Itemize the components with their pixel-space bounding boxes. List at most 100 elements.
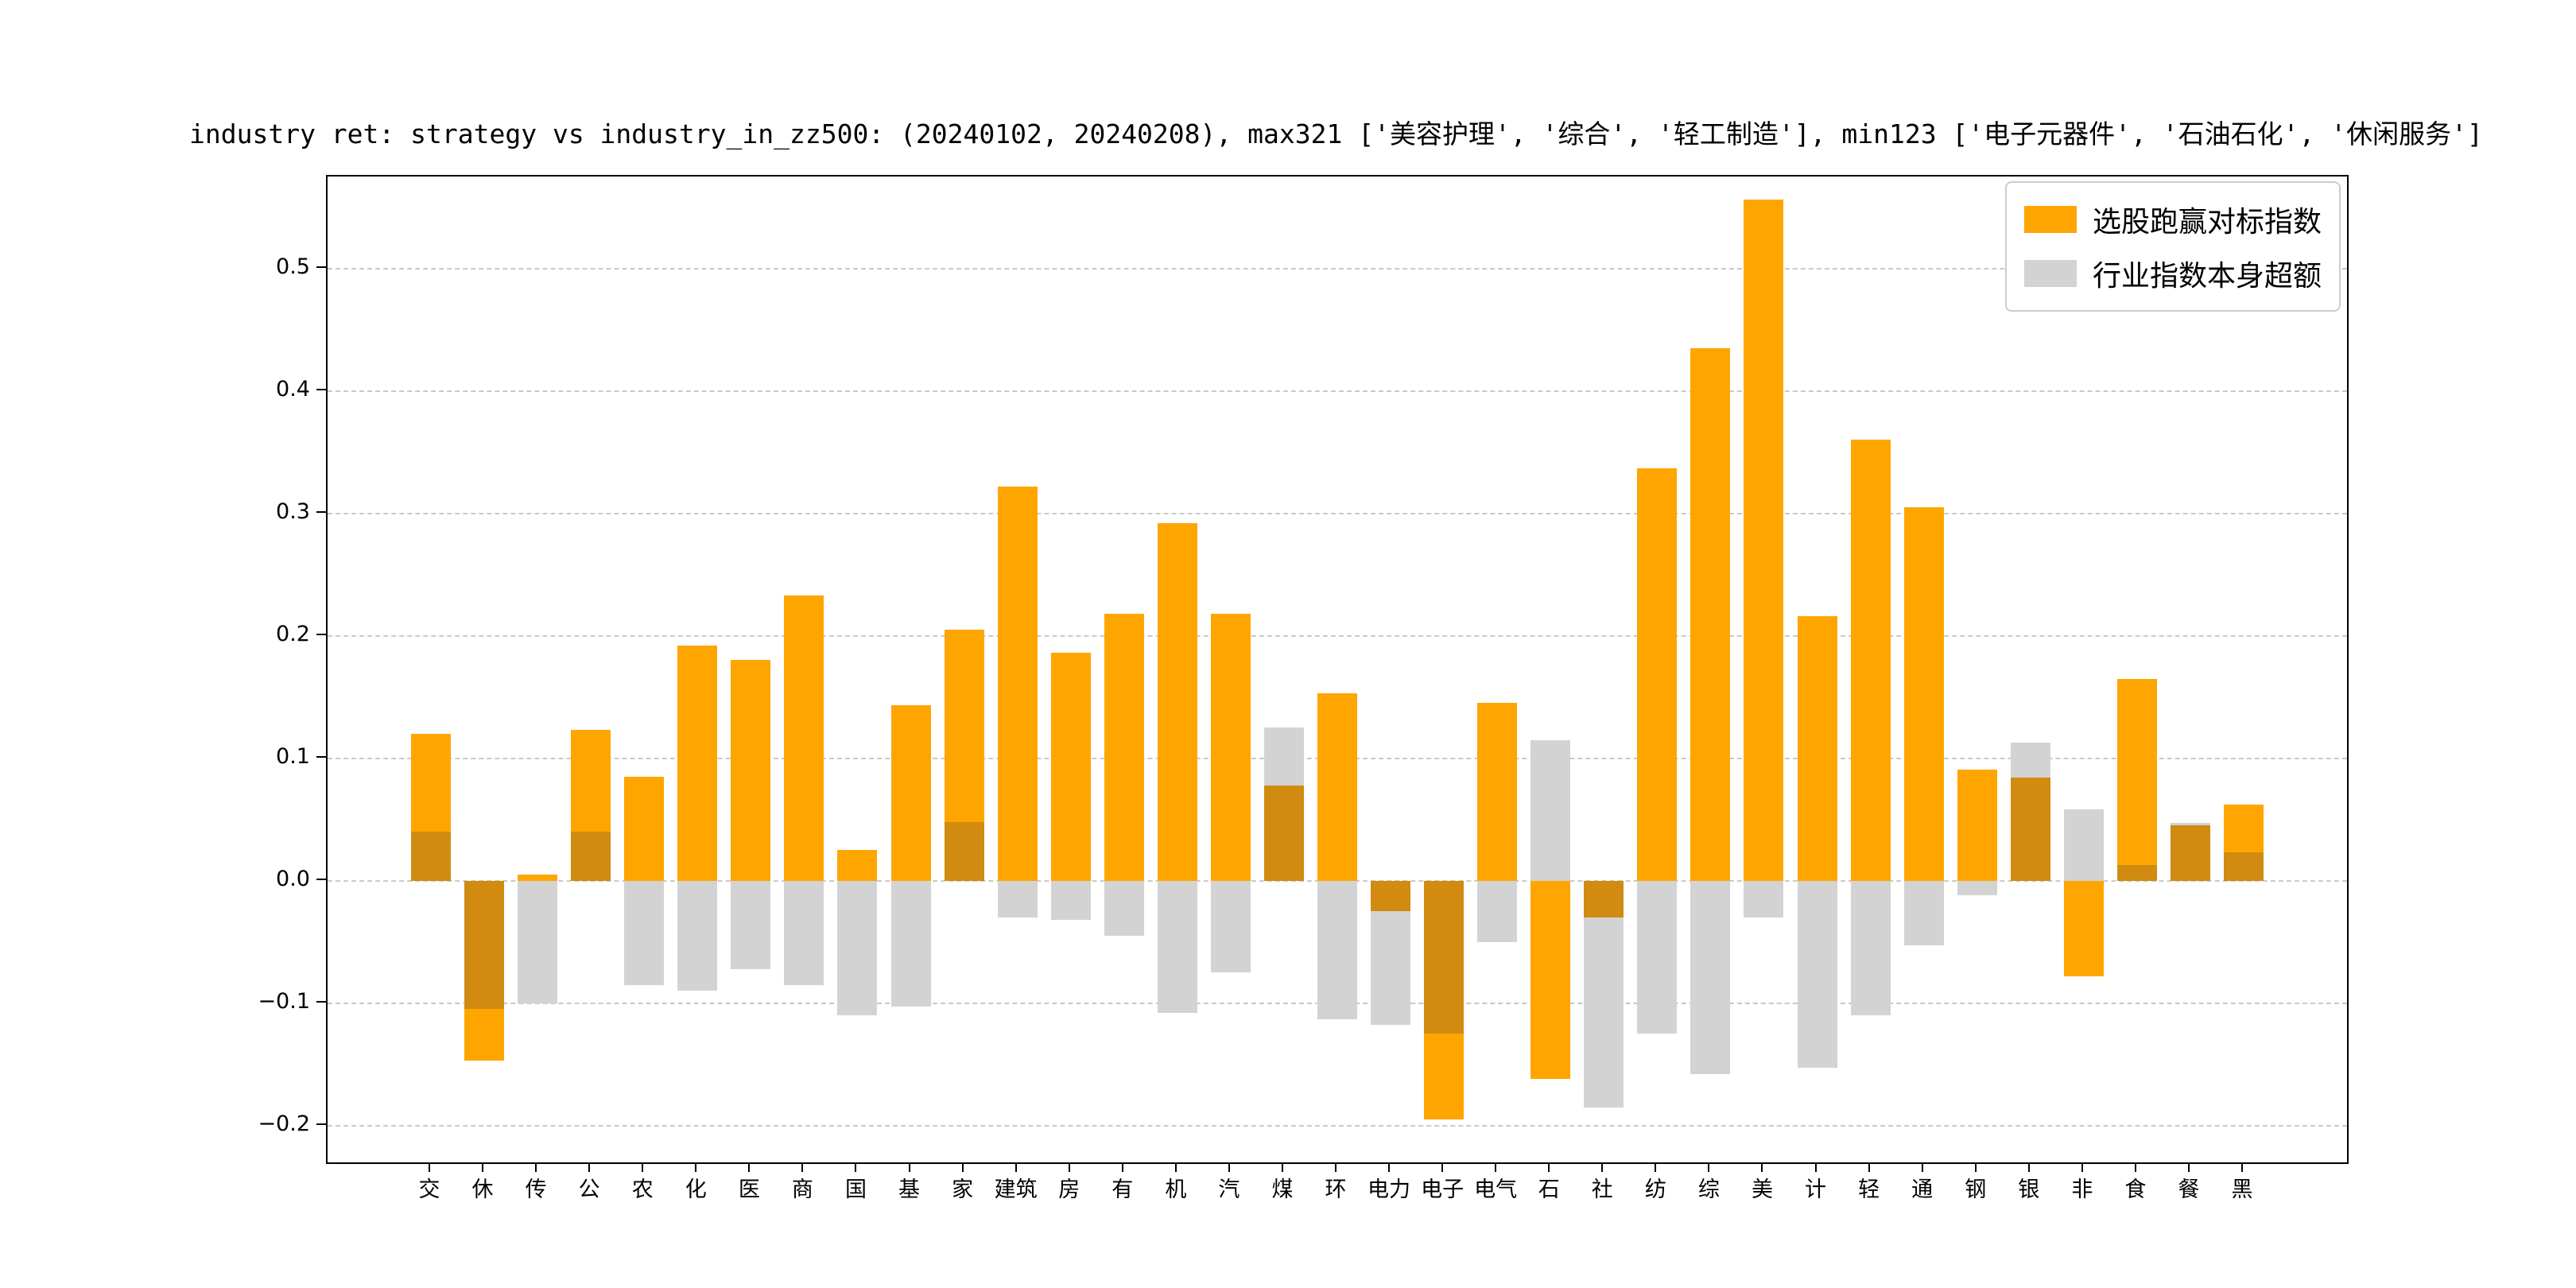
gridline [328,390,2347,392]
x-tick-label: 建筑 [994,1177,1038,1202]
legend-label: 选股跑赢对标指数 [2092,206,2322,239]
gridline [328,267,2347,270]
x-tick-label: 国 [844,1177,867,1202]
bar-industry-餐 [2170,823,2210,826]
x-tick-mark [1228,1162,1230,1172]
x-tick-label: 农 [631,1177,654,1202]
x-tick-label: 轻 [1858,1177,1880,1202]
bar-industry-钢 [1957,880,1997,896]
x-tick-label: 综 [1697,1177,1720,1202]
bar-industry-通 [1903,880,1944,946]
bar-strategy-轻 [1850,440,1891,881]
y-tick-mark [316,510,326,513]
legend-color-patch [2023,260,2077,287]
bar-strategy-黑 [2224,805,2264,853]
bar-industry-商 [784,880,824,985]
bar-overlap-社 [1584,880,1624,918]
bar-industry-轻 [1850,880,1891,1016]
y-tick-label: −0.2 [258,1111,310,1136]
x-tick-label: 石 [1538,1177,1560,1202]
x-tick-mark [429,1162,430,1172]
bar-strategy-纺 [1637,467,1678,881]
x-tick-mark [482,1162,484,1172]
y-tick-mark [316,388,326,390]
bar-industry-建筑 [997,880,1038,918]
x-tick-mark [1974,1162,1977,1172]
bar-strategy-传 [518,875,558,881]
x-tick-label: 环 [1325,1177,1347,1202]
bar-strategy-家 [944,629,984,822]
bar-industry-计 [1797,880,1837,1069]
x-tick-mark [908,1162,910,1172]
bar-strategy-农 [624,776,665,881]
bar-strategy-通 [1903,506,1944,881]
bar-strategy-钢 [1957,769,1997,881]
x-tick-mark [2027,1162,2030,1172]
x-tick-label: 房 [1058,1177,1080,1202]
y-tick-mark [316,1123,326,1125]
x-tick-mark [1388,1162,1391,1172]
x-tick-label: 公 [578,1177,600,1202]
x-tick-label: 电子 [1421,1177,1465,1202]
x-tick-label: 电气 [1474,1177,1518,1202]
x-tick-mark [1655,1162,1657,1172]
x-tick-mark [748,1162,751,1172]
x-tick-mark [2134,1162,2136,1172]
x-tick-mark [1014,1162,1017,1172]
bar-overlap-电力 [1371,880,1411,912]
bar-industry-传 [518,880,558,1003]
bar-overlap-黑 [2224,852,2264,881]
x-tick-label: 纺 [1644,1177,1666,1202]
bar-industry-环 [1317,880,1357,1019]
x-tick-mark [1281,1162,1283,1172]
bar-strategy-有 [1104,613,1144,881]
bar-strategy-基 [890,705,931,881]
bar-industry-国 [837,880,878,1016]
y-tick-mark [316,266,326,268]
x-tick-mark [1441,1162,1444,1172]
x-tick-label: 非 [2071,1177,2093,1202]
y-tick-mark [316,878,326,880]
x-tick-label: 交 [418,1177,440,1202]
y-tick-label: 0.1 [276,743,310,769]
x-tick-mark [642,1162,644,1172]
y-tick-label: −0.1 [258,988,310,1014]
x-tick-label: 基 [898,1177,921,1202]
y-tick-label: 0.5 [276,254,310,279]
bar-industry-综 [1690,880,1731,1075]
bar-strategy-建筑 [997,486,1038,881]
bar-strategy-美 [1744,200,1784,881]
bar-strategy-房 [1050,653,1091,881]
bar-industry-美 [1744,880,1784,918]
x-tick-mark [1174,1162,1177,1172]
bar-industry-银 [2010,742,2050,778]
x-tick-mark [1708,1162,1710,1172]
y-tick-label: 0.0 [276,866,310,891]
legend-item: 选股跑赢对标指数 [2023,192,2322,246]
bar-strategy-汽 [1210,613,1251,881]
legend-color-patch [2023,206,2077,233]
x-tick-label: 餐 [2178,1177,2200,1202]
x-tick-mark [1814,1162,1817,1172]
y-tick-mark [316,1000,326,1003]
x-tick-label: 计 [1805,1177,1827,1202]
bar-strategy-非 [2063,880,2104,976]
x-tick-mark [1921,1162,1923,1172]
bar-industry-机 [1157,880,1197,1014]
bar-industry-化 [677,880,718,991]
y-tick-label: 0.4 [276,376,310,402]
x-tick-mark [1761,1162,1763,1172]
bar-strategy-化 [677,645,718,881]
x-tick-label: 银 [2018,1177,2040,1202]
bar-industry-医 [731,880,771,969]
x-tick-label: 传 [525,1177,547,1202]
bar-strategy-国 [837,850,878,881]
x-tick-label: 医 [738,1177,760,1202]
plot-area [326,175,2349,1164]
gridline [328,1124,2347,1127]
bar-industry-社 [1584,917,1624,1108]
x-tick-label: 商 [791,1177,813,1202]
x-tick-label: 通 [1911,1177,1934,1202]
x-tick-label: 钢 [1965,1177,1987,1202]
